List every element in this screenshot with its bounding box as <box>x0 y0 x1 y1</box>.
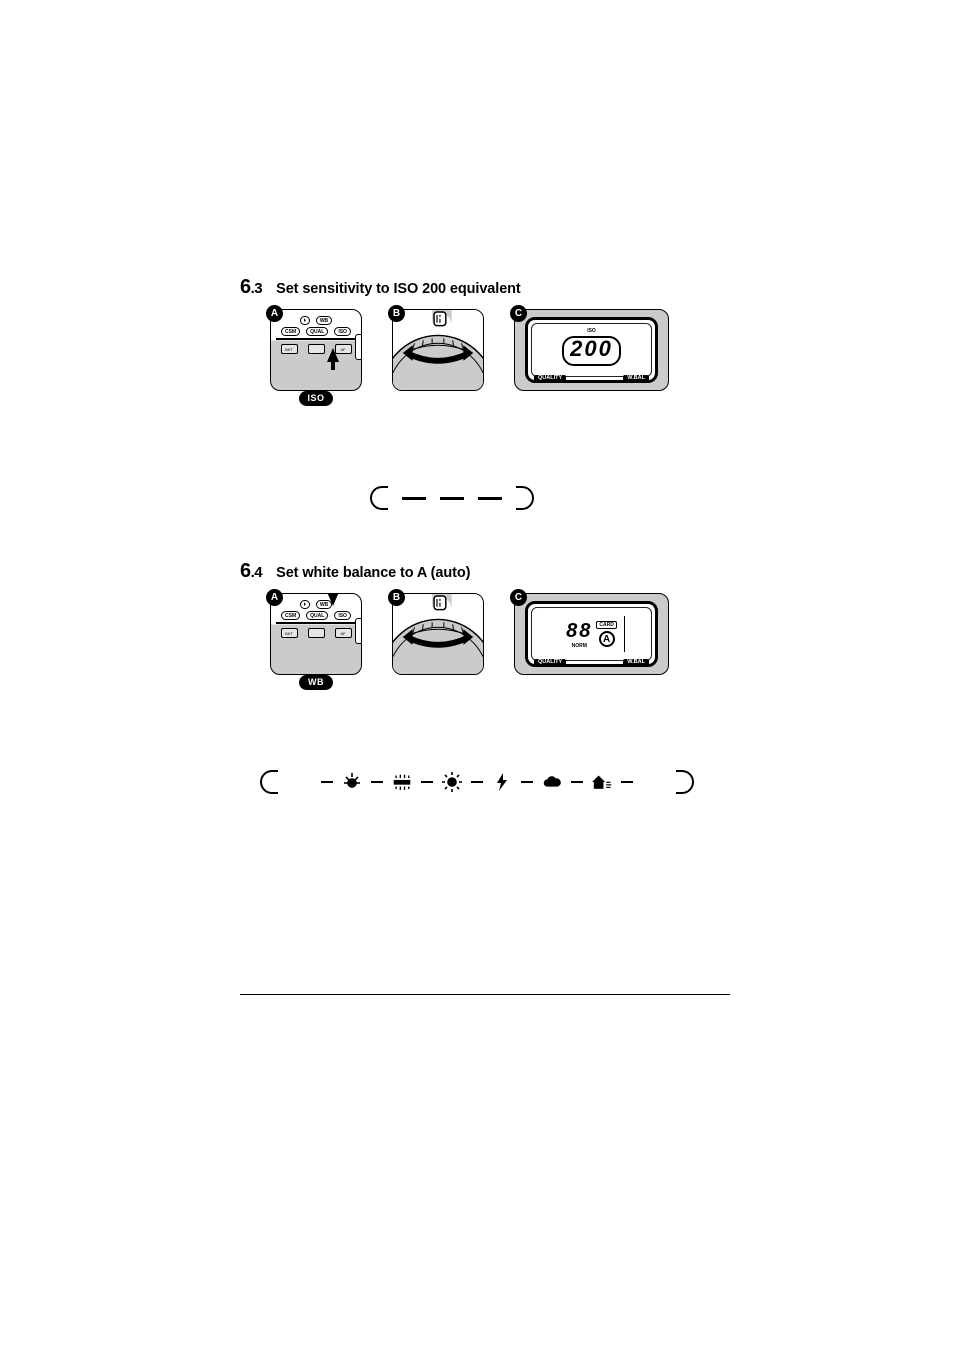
bracket-open-icon <box>260 770 278 794</box>
lcd-wbal-label: W.BAL <box>623 375 649 381</box>
wb-icons-row <box>292 771 662 793</box>
arrow-up-icon <box>327 348 339 362</box>
illustration-c: C ISO 200 QUALITY <box>514 309 669 391</box>
sun-icon <box>441 771 463 793</box>
incandescent-icon <box>341 771 363 793</box>
lcd-norm-label: NORM <box>572 643 587 649</box>
lcd-frame: 88 NORM CARD A QUALITY W.BAL <box>525 601 658 667</box>
lcd-bottom-labels: QUALITY W.BAL <box>528 375 655 381</box>
panel-btn: QUAL <box>306 327 328 336</box>
panel-btn: AF <box>335 628 352 638</box>
panel-btn: WB <box>316 316 332 325</box>
panel-btn: ISO <box>334 327 351 336</box>
wb-caption-badge: WB <box>299 675 333 690</box>
step-heading: 6.4 Set white balance to A (auto) <box>240 560 730 583</box>
iso-cycle-bracket <box>370 486 730 510</box>
lcd-wbal-label: W.BAL <box>623 659 649 665</box>
step-number: 6.4 <box>240 560 262 583</box>
panel-btn: ISO <box>334 611 351 620</box>
lcd-auto-circle: A <box>599 631 615 647</box>
lcd-quality-label: QUALITY <box>534 375 566 381</box>
panel-btn <box>308 344 325 354</box>
lcd-diagram: 88 NORM CARD A QUALITY W.BAL <box>514 593 669 675</box>
step-6-4: 6.4 Set white balance to A (auto) A 🞂 WB… <box>240 560 730 794</box>
dash-icon <box>471 781 483 783</box>
illustration-a: A 🞂 WB CSM QUAL ISO BKT <box>270 593 362 690</box>
dash-icon <box>571 781 583 783</box>
lcd-value: 200 <box>570 336 613 361</box>
bracket-close-icon <box>676 770 694 794</box>
command-dial-diagram <box>392 593 484 675</box>
badge-b: B <box>388 305 405 322</box>
badge-a: A <box>266 305 283 322</box>
step-heading: 6.3 Set sensitivity to ISO 200 equivalen… <box>240 276 730 299</box>
panel-btn: CSM <box>281 327 300 336</box>
panel-btn: 🞂 <box>300 316 310 325</box>
badge-c: C <box>510 305 527 322</box>
shade-icon <box>591 771 613 793</box>
dash-icon <box>440 497 464 500</box>
step-number: 6.3 <box>240 276 262 299</box>
command-dial-diagram <box>392 309 484 391</box>
fluorescent-icon <box>391 771 413 793</box>
bracket-close-icon <box>516 486 534 510</box>
panel-btn: 🞂 <box>300 600 310 609</box>
dash-icon <box>621 781 633 783</box>
illustration-b: B <box>392 593 484 675</box>
illustration-b: B <box>392 309 484 391</box>
illustration-row: A 🞂 WB CSM QUAL ISO BKT <box>270 593 730 690</box>
lcd-diagram: ISO 200 QUALITY W.BAL <box>514 309 669 391</box>
panel-btn <box>308 628 325 638</box>
badge-c: C <box>510 589 527 606</box>
lcd-frame: ISO 200 QUALITY W.BAL <box>525 317 658 383</box>
dash-icon <box>402 497 426 500</box>
button-panel-diagram: 🞂 WB CSM QUAL ISO BKT AF <box>270 309 362 391</box>
lcd-value-bubble: 200 <box>562 336 621 366</box>
dash-icon <box>421 781 433 783</box>
lcd-divider <box>624 616 625 652</box>
illustration-c: C 88 NORM CARD A <box>514 593 669 675</box>
arrow-down-icon <box>327 593 339 606</box>
iso-caption-badge: ISO <box>299 391 333 406</box>
lcd-card-tag: CARD <box>596 621 616 629</box>
dash-icon <box>478 497 502 500</box>
lcd-value: 88 <box>566 620 592 643</box>
wb-cycle-bracket <box>260 770 730 794</box>
dash-icon <box>321 781 333 783</box>
badge-a: A <box>266 589 283 606</box>
dial-svg <box>393 594 483 674</box>
dash-icon <box>521 781 533 783</box>
illustration-a: A 🞂 WB CSM QUAL ISO BKT <box>270 309 362 406</box>
panel-btn: BKT <box>281 628 298 638</box>
illustration-row: A 🞂 WB CSM QUAL ISO BKT <box>270 309 730 406</box>
step-title: Set white balance to A (auto) <box>276 565 470 581</box>
lcd-bottom-labels: QUALITY W.BAL <box>528 659 655 665</box>
panel-btn: QUAL <box>306 611 328 620</box>
step-6-3: 6.3 Set sensitivity to ISO 200 equivalen… <box>240 276 730 510</box>
cloud-icon <box>541 771 563 793</box>
panel-btn: CSM <box>281 611 300 620</box>
panel-btn: BKT <box>281 344 298 354</box>
lcd-quality-label: QUALITY <box>534 659 566 665</box>
lcd-top-label: ISO <box>536 328 647 334</box>
manual-page: 6.3 Set sensitivity to ISO 200 equivalen… <box>240 276 730 844</box>
bracket-open-icon <box>370 486 388 510</box>
dial-svg <box>393 310 483 390</box>
flash-icon <box>491 771 513 793</box>
step-title: Set sensitivity to ISO 200 equivalent <box>276 281 521 297</box>
button-panel-diagram: 🞂 WB CSM QUAL ISO BKT AF <box>270 593 362 675</box>
dash-icon <box>371 781 383 783</box>
footer-rule <box>240 994 730 995</box>
badge-b: B <box>388 589 405 606</box>
